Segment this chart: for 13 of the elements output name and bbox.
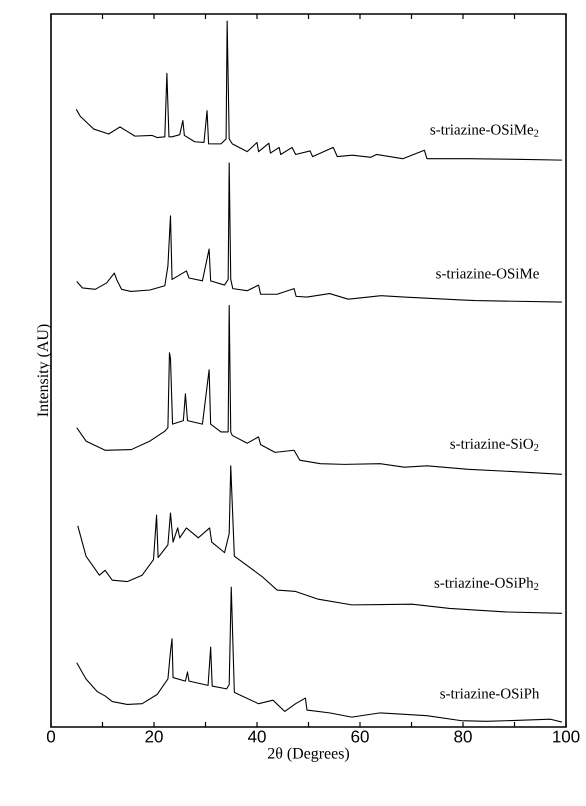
x-tick-label: 100 (553, 730, 580, 743)
series-label: s-triazine-OSiPh$_{2}$ (434, 577, 538, 590)
y-axis-title: Intensity (AU) (36, 324, 52, 417)
x-tick-label: 80 (454, 730, 472, 743)
series-label: s-triazine-OSiMe$_{2}$ (430, 124, 538, 137)
series-label: s-triazine-OSiPh (440, 688, 540, 699)
x-tick-label: 20 (145, 730, 163, 743)
x-tick-label: 40 (248, 730, 266, 743)
series-label: s-triazine-SiO$_{2}$ (450, 438, 538, 451)
x-tick-label: 0 (46, 730, 56, 743)
series-label: s-triazine-OSiMe (436, 268, 539, 278)
x-tick-label: 60 (351, 730, 369, 743)
x-axis-title: 2θ (Degrees) (268, 747, 350, 762)
